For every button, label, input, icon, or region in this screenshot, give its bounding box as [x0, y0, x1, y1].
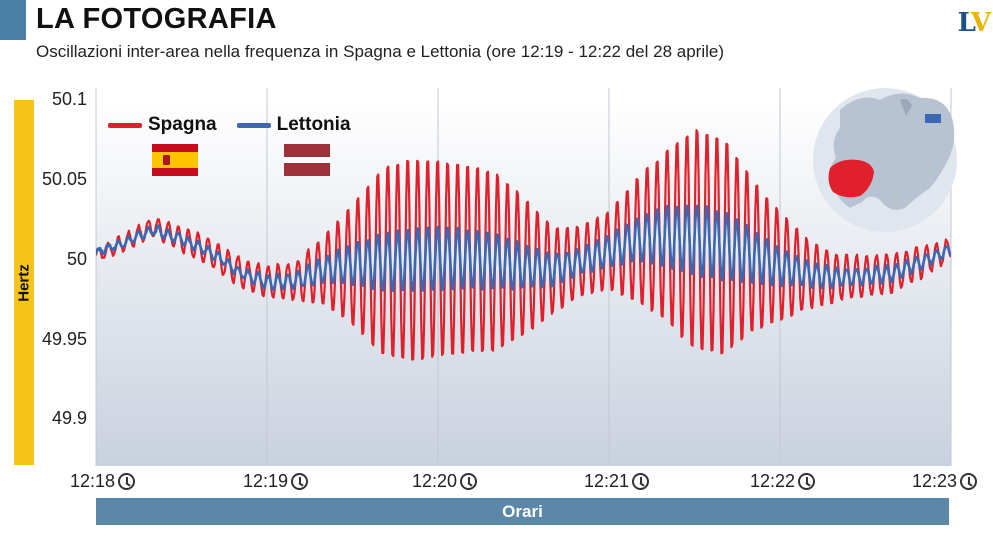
brand-logo: LV [957, 8, 991, 38]
x-tick-label: 12:18 [70, 471, 116, 491]
ylabel-strip [14, 100, 34, 465]
y-tick-label: 50.1 [51, 89, 87, 109]
europe-map-icon [813, 88, 957, 232]
legend-swatch-lettonia [236, 122, 271, 128]
y-tick-label: 50 [66, 249, 87, 269]
legend: Spagna Lettonia [108, 114, 351, 136]
legend-label-lettonia: Lettonia [276, 114, 351, 135]
legend-item-lettonia: Lettonia [236, 114, 351, 136]
x-tick-label: 12:19 [243, 471, 289, 491]
y-tick-label: 49.9 [51, 408, 87, 428]
x-tick-label: 12:22 [750, 471, 796, 491]
legend-item-spagna: Spagna [108, 114, 217, 136]
x-tick: 12:20 [412, 471, 478, 492]
legend-label-spagna: Spagna [148, 114, 217, 135]
header-accent-bar [0, 0, 26, 40]
clock-icon [118, 473, 136, 490]
x-tick: 12:18 [70, 471, 136, 492]
latvia-flag-icon [284, 144, 330, 176]
page-title: LA FOTOGRAFIA [36, 3, 277, 35]
spain-flag-icon [152, 144, 198, 176]
series-line-lettonia [96, 204, 951, 293]
x-tick: 12:22 [750, 471, 816, 492]
page-subtitle: Oscillazioni inter-area nella frequenza … [36, 42, 724, 61]
x-tick-label: 12:23 [912, 471, 958, 491]
series-line-spagna [96, 129, 951, 361]
x-tick: 12:23 [912, 471, 978, 492]
x-tick: 12:19 [243, 471, 309, 492]
x-axis-label: Orari [96, 498, 949, 525]
clock-icon [460, 473, 478, 490]
y-tick-label: 49.95 [41, 329, 87, 349]
x-tick-label: 12:21 [584, 471, 630, 491]
clock-icon [291, 473, 309, 490]
clock-icon [798, 473, 816, 490]
x-tick-label: 12:20 [412, 471, 458, 491]
y-tick-label: 50.05 [41, 169, 87, 189]
x-tick: 12:21 [584, 471, 650, 492]
clock-icon [960, 473, 978, 490]
clock-icon [632, 473, 650, 490]
legend-swatch-spagna [108, 122, 142, 128]
series-group [96, 129, 951, 361]
